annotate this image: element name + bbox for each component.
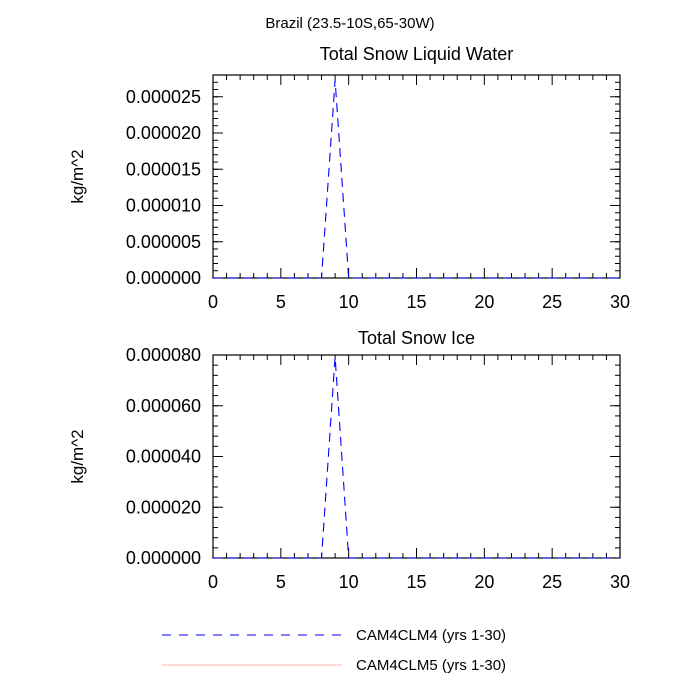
figure-title: Brazil (23.5-10S,65-30W) xyxy=(265,15,434,32)
x-tick-label: 5 xyxy=(276,572,286,592)
chart-panel-2: Total Snow Ice kg/m^2 0 5 10 15 20 25 30 0.000000… xyxy=(68,328,630,592)
y-tick-label: 0.000025 xyxy=(126,87,201,107)
y-tick-label: 0.000040 xyxy=(126,447,201,467)
legend-label: CAM4CLM4 (yrs 1-30) xyxy=(356,627,506,644)
y-tick-label: 0.000060 xyxy=(126,396,201,416)
y-tick-label: 0.000020 xyxy=(126,123,201,143)
x-tick-label: 25 xyxy=(542,572,562,592)
x-tick-label: 5 xyxy=(276,292,286,312)
y-tick-label: 0.000080 xyxy=(126,345,201,365)
series-line xyxy=(213,80,620,279)
y-axis-label: kg/m^2 xyxy=(68,149,87,203)
plot-frame xyxy=(212,74,621,279)
x-tick-label: 20 xyxy=(474,572,494,592)
chart-title: Total Snow Ice xyxy=(358,328,475,348)
x-tick-label: 30 xyxy=(610,572,630,592)
x-tick-label: 30 xyxy=(610,292,630,312)
series-line xyxy=(213,356,620,559)
legend-label: CAM4CLM5 (yrs 1-30) xyxy=(356,657,506,674)
y-tick-label: 0.000000 xyxy=(126,548,201,568)
x-tick-label: 10 xyxy=(339,572,359,592)
x-tick-label: 25 xyxy=(542,292,562,312)
chart-panel-1: Total Snow Liquid Water kg/m^2 0 5 10 15 20 25 3… xyxy=(68,44,630,312)
y-tick-label: 0.000015 xyxy=(126,159,201,179)
chart-title: Total Snow Liquid Water xyxy=(320,44,513,64)
plot-frame xyxy=(212,354,621,559)
y-tick-label: 0.000005 xyxy=(126,232,201,252)
legend: CAM4CLM4 (yrs 1-30) CAM4CLM5 (yrs 1-30) xyxy=(162,627,506,674)
x-tick-label: 0 xyxy=(208,292,218,312)
y-axis-label: kg/m^2 xyxy=(68,429,87,483)
x-tick-label: 15 xyxy=(406,292,426,312)
x-tick-label: 0 xyxy=(208,572,218,592)
x-tick-label: 15 xyxy=(406,572,426,592)
y-tick-label: 0.000000 xyxy=(126,268,201,288)
x-tick-label: 20 xyxy=(474,292,494,312)
y-tick-label: 0.000020 xyxy=(126,497,201,517)
x-tick-label: 10 xyxy=(339,292,359,312)
y-tick-label: 0.000010 xyxy=(126,196,201,216)
